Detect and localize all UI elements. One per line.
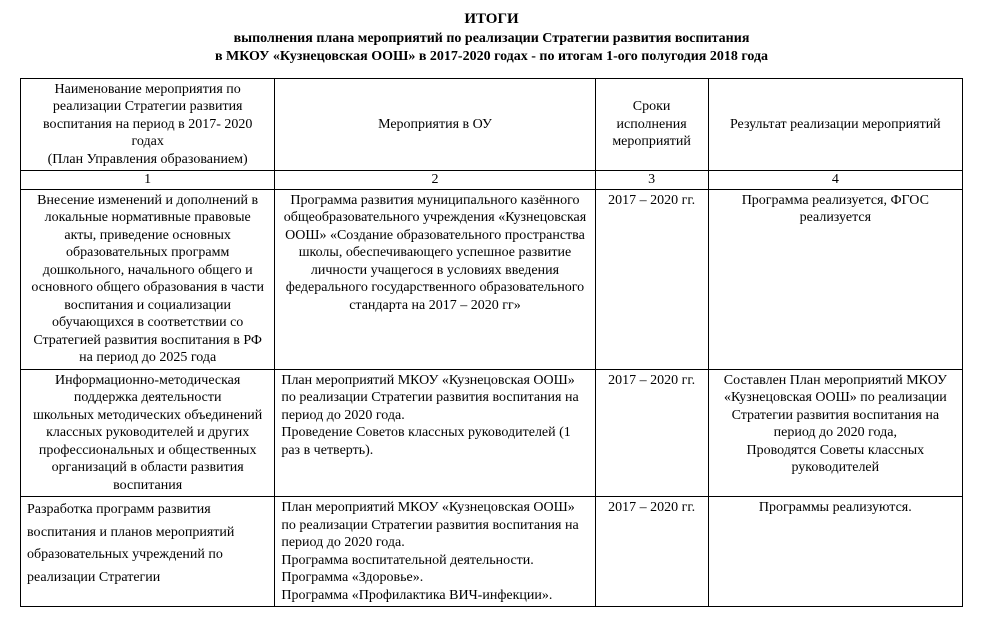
table-row: Внесение изменений и дополнений в локаль… <box>21 189 963 369</box>
col-num-1: 1 <box>21 171 275 190</box>
cell-result: Программы реализуются. <box>708 497 962 607</box>
cell-result: Составлен План мероприятий МКОУ «Кузнецо… <box>708 369 962 497</box>
cell-name: Информационно-методическая поддержка дея… <box>21 369 275 497</box>
title-line-3: в МКОУ «Кузнецовская ООШ» в 2017-2020 го… <box>20 48 963 66</box>
col-header-1: Наименование мероприятия по реализации С… <box>21 78 275 171</box>
col-num-3: 3 <box>595 171 708 190</box>
cell-result: Программа реализуется, ФГОС реализуется <box>708 189 962 369</box>
table-header-row: Наименование мероприятия по реализации С… <box>21 78 963 171</box>
cell-name: Внесение изменений и дополнений в локаль… <box>21 189 275 369</box>
col-header-3: Сроки исполнения мероприятий <box>595 78 708 171</box>
col-num-2: 2 <box>275 171 595 190</box>
col-num-4: 4 <box>708 171 962 190</box>
table-row: Информационно-методическая поддержка дея… <box>21 369 963 497</box>
title-line-2: выполнения плана мероприятий по реализац… <box>20 30 963 48</box>
cell-dates: 2017 – 2020 гг. <box>595 497 708 607</box>
cell-events: План мероприятий МКОУ «Кузнецовская ООШ»… <box>275 497 595 607</box>
cell-dates: 2017 – 2020 гг. <box>595 189 708 369</box>
document-title: ИТОГИ выполнения плана мероприятий по ре… <box>20 10 963 66</box>
cell-events: Программа развития муниципального казённ… <box>275 189 595 369</box>
cell-dates: 2017 – 2020 гг. <box>595 369 708 497</box>
cell-name: Разработка программ развитиявоспитания и… <box>21 497 275 607</box>
col-header-2: Мероприятия в ОУ <box>275 78 595 171</box>
table-number-row: 1 2 3 4 <box>21 171 963 190</box>
cell-events: План мероприятий МКОУ «Кузнецовская ООШ»… <box>275 369 595 497</box>
table-row: Разработка программ развитиявоспитания и… <box>21 497 963 607</box>
title-line-1: ИТОГИ <box>20 10 963 30</box>
plan-table: Наименование мероприятия по реализации С… <box>20 78 963 608</box>
col-header-4: Результат реализации мероприятий <box>708 78 962 171</box>
